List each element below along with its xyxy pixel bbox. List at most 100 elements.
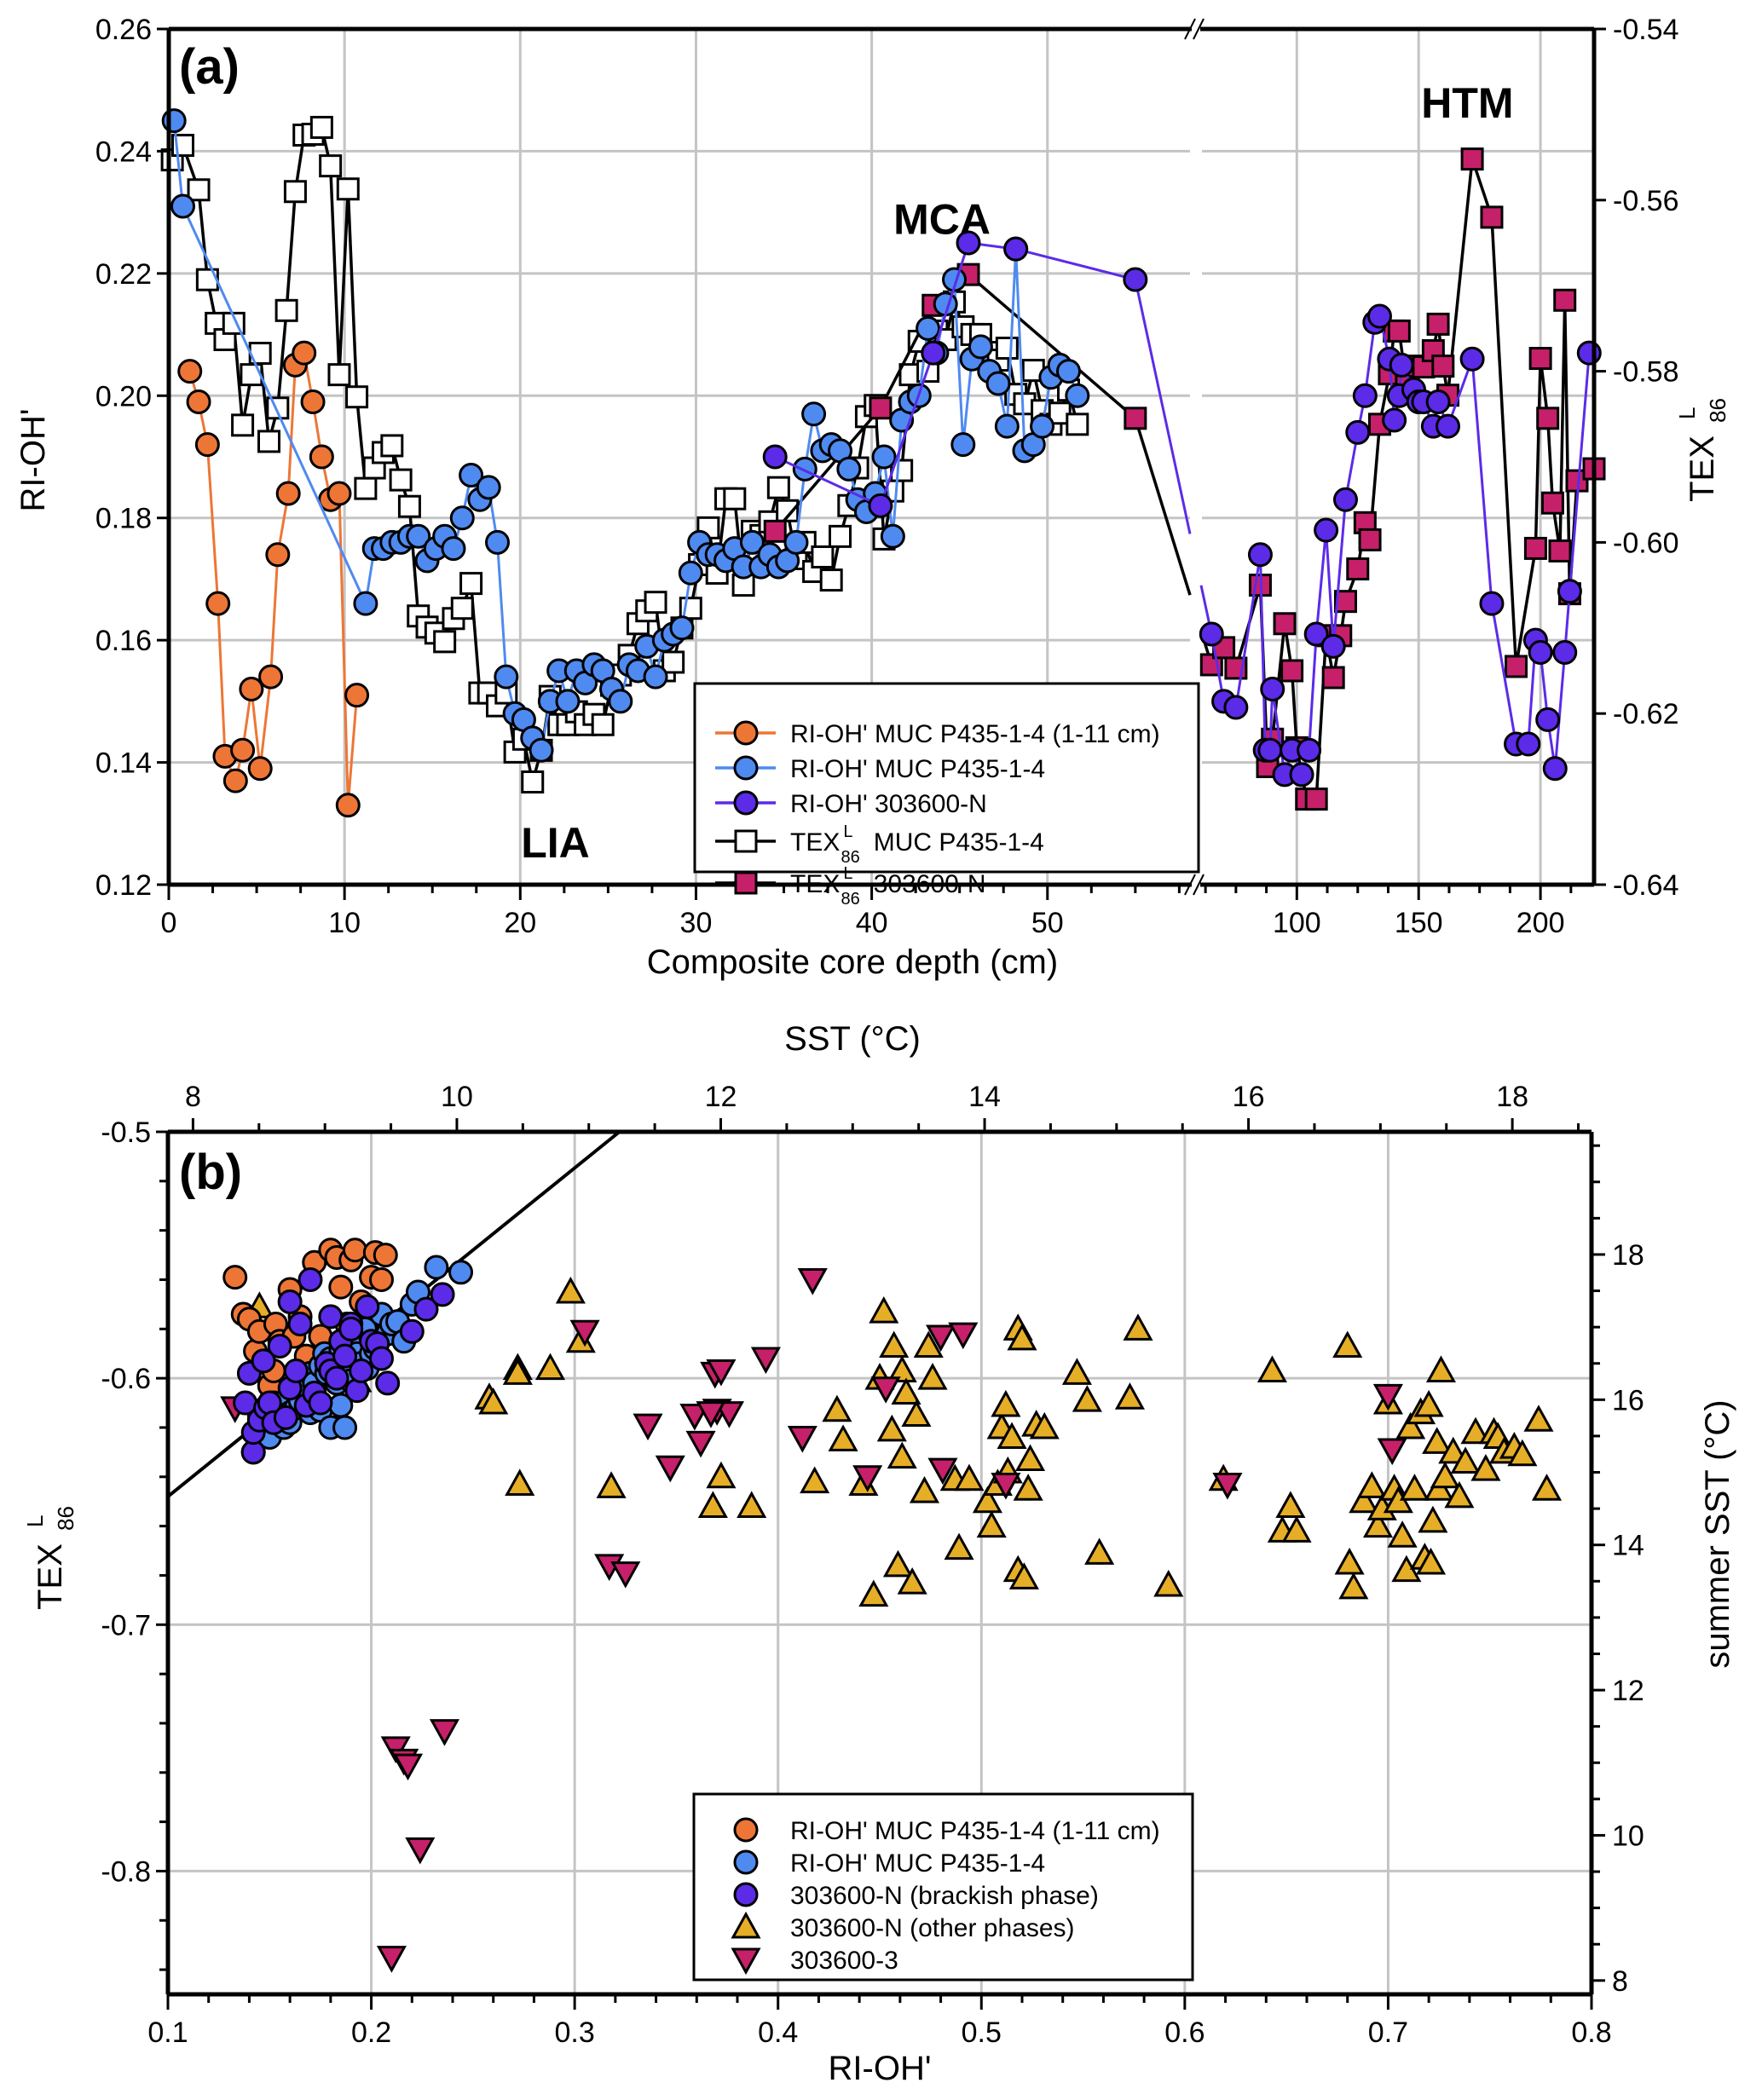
data-point xyxy=(995,336,1019,360)
data-point xyxy=(1413,1389,1444,1417)
legend-label: TEX L 86303600-N xyxy=(790,864,986,909)
data-point xyxy=(1507,1439,1538,1467)
data-point xyxy=(879,1330,910,1359)
data-point xyxy=(976,1510,1007,1538)
x-tick-label: 150 xyxy=(1395,907,1443,939)
data-point xyxy=(300,389,326,414)
data-point xyxy=(1029,1411,1060,1439)
panel-a-y2-title-main: TEX xyxy=(1684,436,1721,502)
data-point xyxy=(1030,413,1055,439)
data-point xyxy=(459,463,484,488)
y-tick-label: -0.5 xyxy=(101,1116,151,1149)
data-point xyxy=(1247,542,1273,568)
data-point xyxy=(1362,1510,1394,1538)
data-point xyxy=(326,481,352,506)
data-point xyxy=(349,1358,374,1383)
axis-break-gap xyxy=(1192,880,1200,890)
data-point xyxy=(1372,1383,1403,1411)
data-point xyxy=(389,468,413,492)
data-point xyxy=(1459,346,1485,372)
data-point xyxy=(429,1719,460,1746)
data-point xyxy=(1281,1515,1312,1543)
data-point xyxy=(669,615,695,641)
data-point xyxy=(1523,536,1547,560)
data-point xyxy=(882,1549,914,1578)
data-point xyxy=(762,444,788,470)
panel-b-legend: RI-OH' MUC P435-1-4 (1-11 cm) RI-OH' MUC … xyxy=(692,1792,1194,1982)
data-point xyxy=(723,487,747,511)
y-tick-label: 0.18 xyxy=(95,503,152,535)
data-point xyxy=(997,1422,1027,1450)
data-point xyxy=(1065,383,1090,408)
x2-tick-label: 14 xyxy=(968,1081,1001,1113)
x-tick-label: 0.8 xyxy=(1571,2016,1611,2049)
panel-a-legend-box xyxy=(693,682,1200,874)
axis-break-mark xyxy=(1193,18,1205,40)
legend-label: TEX L 86MUC P435-1-4 xyxy=(790,822,1044,867)
data-point xyxy=(1576,340,1602,366)
y-tick-label: 0.24 xyxy=(95,136,152,168)
x-tick-label: 10 xyxy=(328,907,361,939)
data-point xyxy=(1430,1461,1460,1489)
data-point xyxy=(1013,1474,1043,1501)
y2-tick-label: 16 xyxy=(1612,1384,1644,1416)
x-tick-label: 20 xyxy=(504,907,536,939)
data-point xyxy=(240,363,263,387)
data-point xyxy=(1304,788,1328,811)
data-point xyxy=(1553,288,1577,312)
series-ri-oh-303600-n xyxy=(762,230,1602,788)
y2-tick-label: -0.60 xyxy=(1613,527,1679,559)
data-point xyxy=(345,385,369,409)
panel-b-gridlines xyxy=(168,1132,1592,1994)
data-point xyxy=(413,1296,439,1322)
data-point xyxy=(887,1441,917,1469)
data-point xyxy=(1153,1569,1184,1597)
panel-b-axes: 0.1 0.2 0.3 0.4 0.5 0.6 0.7 0.8 -0.8 -0.7 -0.6 -0.5… xyxy=(101,1081,1644,2049)
data-point xyxy=(251,1348,276,1374)
data-point xyxy=(869,396,893,420)
y2-tick-label: -0.56 xyxy=(1613,185,1679,217)
data-point xyxy=(355,1294,380,1319)
data-point xyxy=(819,568,843,592)
data-point xyxy=(783,529,809,555)
data-point xyxy=(441,536,466,562)
data-point xyxy=(950,432,976,458)
data-point xyxy=(858,1579,889,1607)
x-tick-label: 0 xyxy=(161,907,177,939)
legend-marker xyxy=(733,790,759,816)
data-point xyxy=(787,1426,817,1453)
y-tick-label: 0.16 xyxy=(95,625,152,657)
data-point xyxy=(1332,1330,1363,1359)
data-point xyxy=(283,180,307,204)
panel-b-label: (b) xyxy=(179,1145,242,1200)
axis-break-mark xyxy=(1184,18,1196,40)
data-point xyxy=(1114,1382,1145,1410)
legend-marker xyxy=(733,1882,759,1907)
data-point xyxy=(591,712,615,736)
data-point xyxy=(1334,1547,1365,1575)
data-point xyxy=(502,1358,533,1385)
data-point xyxy=(275,481,301,506)
data-point xyxy=(1345,419,1371,445)
data-point xyxy=(1366,303,1392,329)
data-point xyxy=(679,1404,710,1431)
data-point xyxy=(829,524,852,548)
data-point xyxy=(1212,1472,1243,1500)
x-tick-label: 0.7 xyxy=(1368,2016,1408,2049)
y-tick-label: 0.12 xyxy=(95,869,152,902)
data-point xyxy=(1321,666,1345,689)
data-point xyxy=(913,1330,944,1359)
data-point xyxy=(1436,413,1461,439)
data-point xyxy=(1332,487,1358,512)
data-point xyxy=(610,1561,641,1589)
data-point xyxy=(1382,407,1407,433)
data-point xyxy=(972,1486,1002,1514)
panel-a-y-axis-title: RI-OH' xyxy=(14,409,52,512)
data-point xyxy=(1358,528,1382,551)
x-tick-label: 0.6 xyxy=(1164,2016,1205,2049)
data-point xyxy=(459,572,483,596)
data-point xyxy=(1056,359,1082,384)
data-point xyxy=(1418,1505,1448,1533)
data-point xyxy=(926,1324,956,1353)
data-point xyxy=(921,340,946,366)
